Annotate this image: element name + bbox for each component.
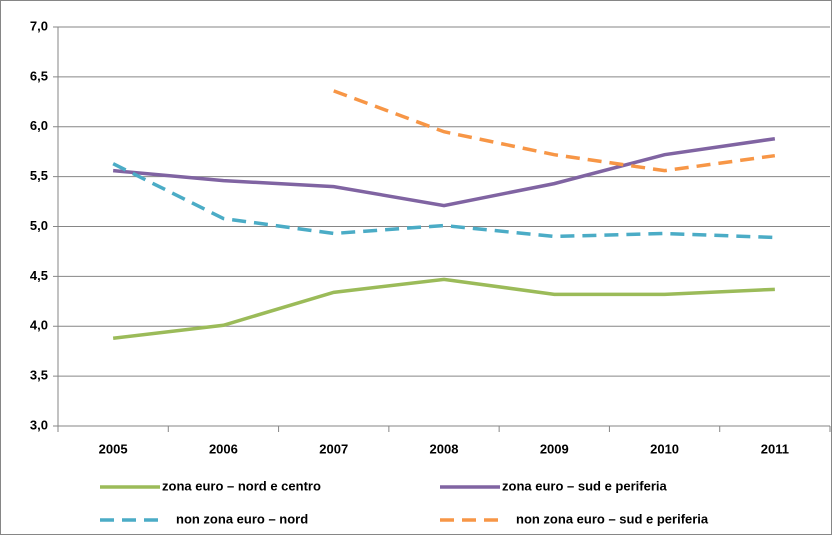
x-tick-label: 2011 (761, 441, 789, 456)
x-tick-label: 2008 (430, 441, 459, 456)
y-tick-label: 4,0 (30, 318, 48, 333)
x-tick-label: 2006 (209, 441, 238, 456)
x-tick-label: 2005 (99, 441, 128, 456)
y-tick-label: 6,0 (30, 118, 48, 133)
legend-label: non zona euro – sud e periferia (516, 511, 709, 526)
legend-label: non zona euro – nord (176, 511, 308, 526)
series-line (112, 277, 775, 340)
series-line (333, 89, 776, 173)
y-tick-label: 4,5 (30, 268, 48, 283)
y-tick-label: 3,0 (30, 417, 48, 432)
legend-label: zona euro – nord e centro (162, 478, 321, 493)
y-tick-label: 6,5 (30, 68, 48, 83)
series-line (112, 136, 776, 208)
y-tick-label: 5,5 (30, 168, 48, 183)
y-tick-label: 5,0 (30, 218, 48, 233)
y-tick-label: 7,0 (30, 18, 48, 33)
legend-label: zona euro – sud e periferia (502, 478, 667, 493)
series-line (112, 162, 775, 240)
x-tick-label: 2009 (540, 441, 569, 456)
x-tick-label: 2010 (650, 441, 679, 456)
x-tick-label: 2007 (319, 441, 348, 456)
y-tick-label: 3,5 (30, 368, 48, 383)
